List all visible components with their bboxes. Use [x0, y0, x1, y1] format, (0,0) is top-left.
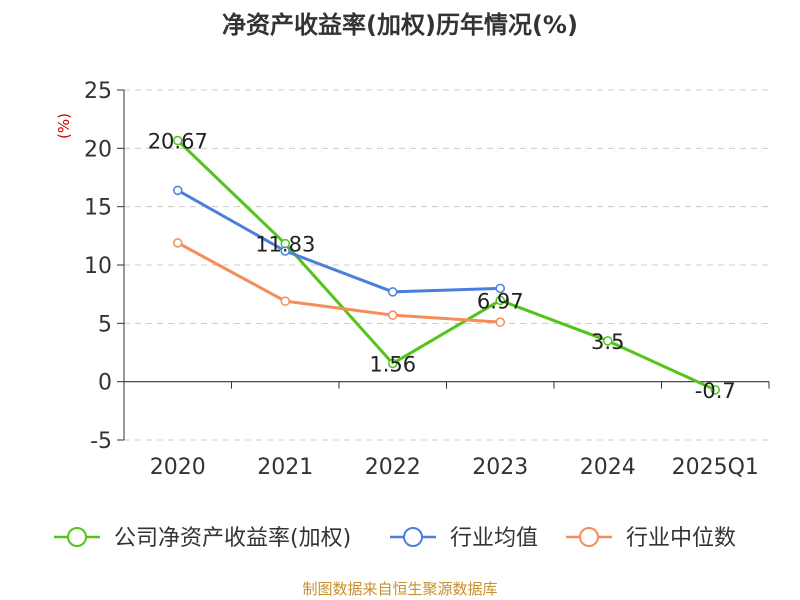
source-note: 制图数据来自恒生聚源数据库 [302, 580, 497, 598]
x-tick-label: 2022 [365, 455, 421, 480]
data-label: 1.56 [369, 352, 416, 376]
legend-label: 行业中位数 [626, 526, 736, 551]
series-line-0 [176, 139, 716, 392]
series-2-point [388, 310, 398, 320]
series-line-1 [177, 189, 501, 294]
y-tick-label: 5 [98, 312, 112, 337]
series-0-point [495, 295, 505, 306]
legend-swatch-marker [579, 527, 599, 547]
legend-swatch-marker [403, 527, 423, 547]
series-1-point [173, 185, 183, 196]
x-tick-label: 2020 [150, 455, 206, 480]
legend-label: 公司净资产收益率(加权) [114, 526, 351, 551]
series-1-point [495, 283, 505, 294]
series-0-point [173, 135, 183, 146]
data-label: -0.7 [695, 379, 736, 403]
series-1-point [280, 246, 290, 256]
x-tick-label: 2024 [580, 455, 636, 480]
y-tick-label: 25 [84, 79, 112, 104]
y-tick-label: 20 [84, 137, 112, 162]
y-tick-label: 0 [98, 371, 112, 396]
y-tick-label: -5 [90, 429, 112, 454]
y-tick-label: 15 [84, 196, 112, 221]
x-axis-ticks: 2020 2021 2022 2023 2024 2025Q1 [123, 381, 770, 480]
chart-title: 净资产收益率(加权)历年情况(%) [222, 11, 578, 39]
y-axis-ticks: -5 0 5 10 15 20 25 [84, 79, 124, 454]
legend: 公司净资产收益率(加权) 行业均值 行业中位数 [54, 526, 736, 551]
data-label: 6.97 [477, 289, 524, 313]
series-0-point [388, 358, 398, 369]
series-group [173, 135, 720, 395]
series-1-point [388, 287, 398, 297]
data-label: 3.5 [591, 330, 624, 354]
legend-label: 行业均值 [450, 526, 538, 551]
y-tick-label: 10 [84, 254, 112, 279]
x-tick-label: 2023 [472, 455, 528, 480]
x-tick-label: 2025Q1 [672, 455, 759, 480]
grid-lines [124, 89, 769, 441]
series-2-point [495, 317, 505, 327]
data-labels: 20.67 11.83 1.56 6.97 3.5 -0.7 [148, 130, 736, 403]
x-tick-label: 2021 [257, 455, 313, 480]
legend-swatch-marker [67, 527, 87, 547]
series-2-point [173, 238, 183, 248]
data-label: 20.67 [148, 130, 208, 154]
series-line-2 [177, 241, 501, 324]
y-axis-unit: (%) [55, 113, 73, 139]
series-0-point [710, 385, 720, 395]
series-2-point [280, 296, 290, 306]
data-label: 11.83 [255, 233, 315, 257]
series-0-point [603, 336, 613, 346]
